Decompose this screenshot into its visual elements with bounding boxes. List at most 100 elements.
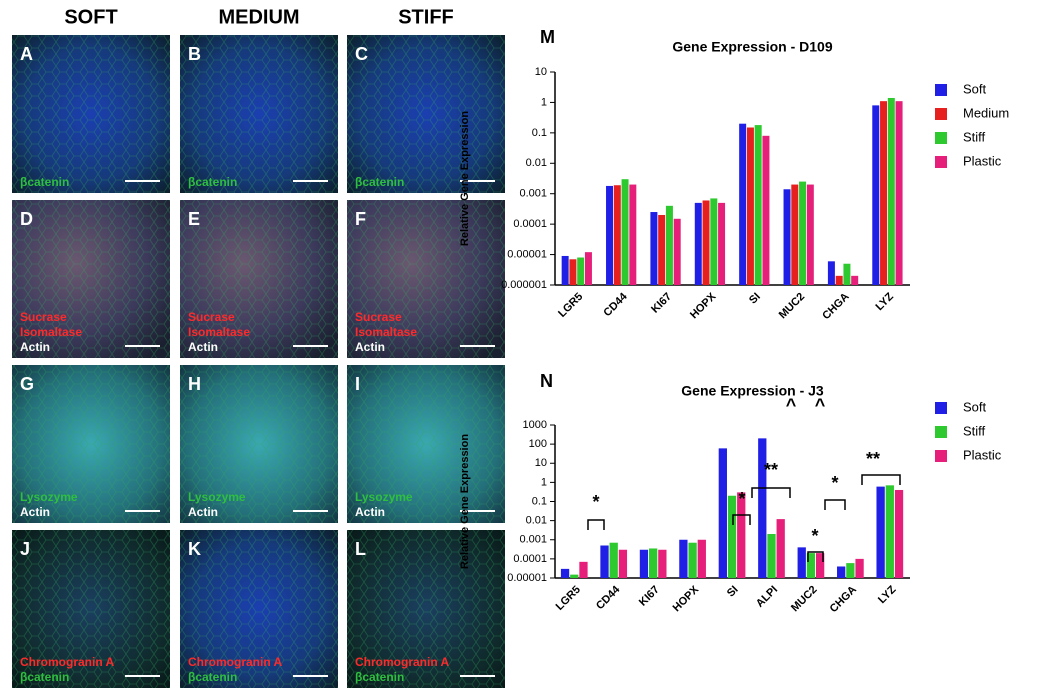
legend-swatch xyxy=(935,450,947,462)
stain-label: Chromogranin A xyxy=(355,655,450,669)
column-header: SOFT xyxy=(64,6,117,28)
bar xyxy=(737,492,746,578)
x-tick-label: HOPX xyxy=(688,290,719,321)
x-tick-label: MUC2 xyxy=(777,291,808,322)
panel-letter: H xyxy=(188,374,201,394)
stain-label: βcatenin xyxy=(355,175,404,189)
panel-letter: D xyxy=(20,209,33,229)
cell-texture xyxy=(180,365,338,523)
y-tick-label: 0.01 xyxy=(526,515,547,527)
y-axis-label: Relative Gene Expression xyxy=(459,111,471,246)
chart-title: Gene Expression - J3 xyxy=(681,383,824,399)
bracket xyxy=(807,551,824,562)
chart-title: Gene Expression - D109 xyxy=(672,39,833,55)
bar xyxy=(754,125,762,285)
stain-label: Actin xyxy=(188,505,218,519)
bar xyxy=(600,545,609,578)
stain-label: Lysozyme xyxy=(20,490,78,504)
stain-label: Chromogranin A xyxy=(20,655,115,669)
bracket xyxy=(824,499,846,510)
bar xyxy=(806,184,814,285)
legend-swatch xyxy=(935,84,947,96)
panel-letter: L xyxy=(355,539,366,559)
legend-swatch xyxy=(935,132,947,144)
panel-letter: M xyxy=(540,27,555,47)
significance-mark: ^ xyxy=(815,395,826,415)
cell-texture xyxy=(180,530,338,688)
bar xyxy=(827,261,835,285)
stain-label: Actin xyxy=(355,340,385,354)
bar xyxy=(791,184,799,285)
bar xyxy=(639,549,649,578)
column-header: STIFF xyxy=(398,6,454,28)
x-tick-label: LYZ xyxy=(876,583,899,606)
x-tick-label: SI xyxy=(747,291,763,307)
cell-texture xyxy=(12,530,170,688)
significance-mark: ** xyxy=(866,449,880,469)
stain-label: Actin xyxy=(188,340,218,354)
stain-label: βcatenin xyxy=(355,670,404,684)
bar xyxy=(758,438,767,578)
panel-letter: G xyxy=(20,374,34,394)
bar xyxy=(673,218,681,285)
panel-letter: I xyxy=(355,374,360,394)
bar xyxy=(584,252,592,285)
cell-texture xyxy=(180,35,338,193)
cell-texture xyxy=(12,365,170,523)
x-tick-label: MUC2 xyxy=(789,584,820,615)
bar xyxy=(746,127,754,286)
bar xyxy=(649,548,658,578)
y-tick-label: 10 xyxy=(535,66,547,78)
stain-label: Actin xyxy=(355,505,385,519)
bar xyxy=(806,553,816,578)
bar xyxy=(835,275,843,285)
x-tick-label: LGR5 xyxy=(554,584,583,613)
y-tick-label: 0.00001 xyxy=(507,572,547,584)
stain-label: Lysozyme xyxy=(355,490,413,504)
bar xyxy=(629,184,637,285)
column-header: MEDIUM xyxy=(218,6,299,28)
panel-letter: F xyxy=(355,209,366,229)
legend-label: Medium xyxy=(963,105,1009,120)
bar xyxy=(843,263,851,285)
bar xyxy=(621,179,629,285)
panel-letter: E xyxy=(188,209,200,229)
bar xyxy=(665,205,673,285)
bar xyxy=(718,448,727,578)
bar xyxy=(872,105,880,285)
bar xyxy=(727,495,737,578)
bar xyxy=(876,486,885,578)
stain-label: Actin xyxy=(20,340,50,354)
significance-mark: ** xyxy=(764,460,778,480)
bar xyxy=(799,181,807,285)
stain-label: Sucrase xyxy=(355,310,402,324)
bar xyxy=(710,198,718,285)
y-tick-label: 0.1 xyxy=(532,495,547,507)
bar xyxy=(776,519,785,578)
significance-mark: * xyxy=(831,473,838,493)
panel-letter: J xyxy=(20,539,30,559)
stain-label: Chromogranin A xyxy=(188,655,283,669)
cell-texture xyxy=(12,200,170,358)
x-tick-label: CHGA xyxy=(820,291,851,322)
bar xyxy=(894,489,904,578)
y-tick-label: 1 xyxy=(541,476,547,488)
significance-mark: * xyxy=(738,489,745,509)
x-tick-label: CD44 xyxy=(594,583,623,612)
stain-label: βcatenin xyxy=(188,175,237,189)
legend-label: Soft xyxy=(963,81,987,96)
stain-label: βcatenin xyxy=(20,670,69,684)
bar xyxy=(609,542,618,578)
bar xyxy=(887,97,895,285)
bar xyxy=(658,214,666,285)
y-tick-label: 0.001 xyxy=(519,188,547,200)
y-tick-label: 1000 xyxy=(523,419,547,431)
legend-swatch xyxy=(935,426,947,438)
x-tick-label: KI67 xyxy=(637,584,662,609)
